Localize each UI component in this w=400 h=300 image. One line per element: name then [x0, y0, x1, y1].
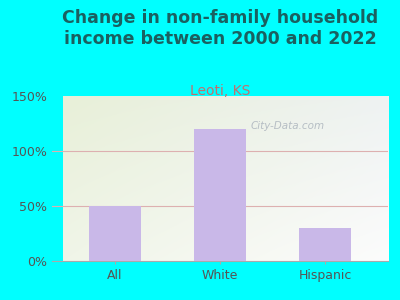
Bar — [194, 129, 246, 261]
Text: Leoti, KS: Leoti, KS — [190, 84, 250, 98]
Text: Change in non-family household
income between 2000 and 2022: Change in non-family household income be… — [62, 9, 378, 48]
Text: City-Data.com: City-Data.com — [250, 121, 324, 131]
Bar — [89, 206, 141, 261]
Bar — [299, 228, 351, 261]
